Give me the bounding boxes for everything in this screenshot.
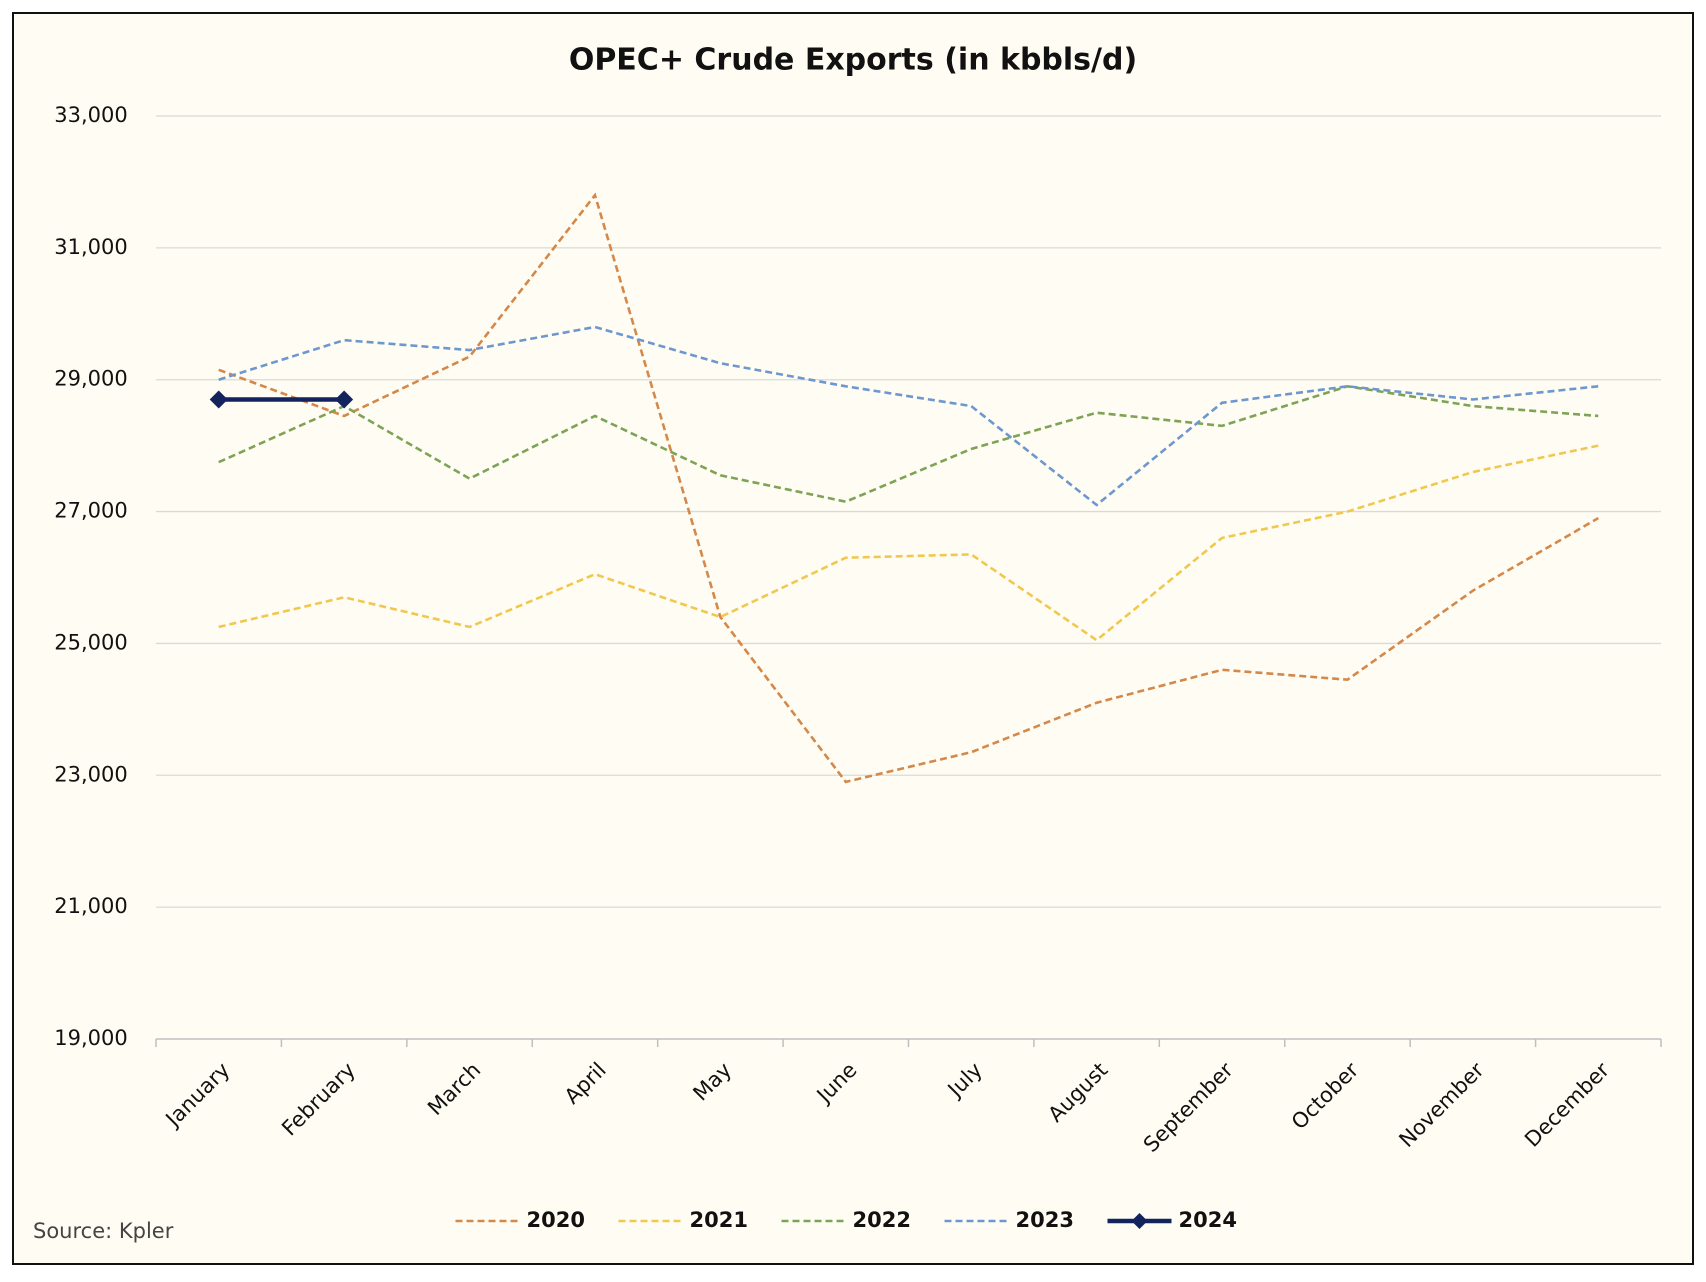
- source-note: Source: Kpler: [33, 1219, 174, 1243]
- y-tick-label: 25,000: [54, 630, 127, 654]
- y-tick-label: 33,000: [54, 103, 127, 127]
- legend-marker: [1131, 1213, 1148, 1229]
- point-marker: [335, 390, 354, 409]
- y-tick-label: 19,000: [54, 1026, 127, 1050]
- y-tick-label: 29,000: [54, 367, 127, 391]
- legend-label: 2021: [690, 1208, 748, 1232]
- legend-label: 2023: [1016, 1208, 1074, 1232]
- series-line: [218, 192, 1599, 784]
- legend-label: 2024: [1179, 1208, 1237, 1232]
- legend-label: 2020: [527, 1208, 585, 1232]
- y-tick-label: 21,000: [54, 894, 127, 918]
- chart-title: OPEC+ Crude Exports (in kbbls/d): [569, 43, 1137, 78]
- legend-label: 2022: [853, 1208, 911, 1232]
- y-tick-label: 27,000: [54, 499, 127, 523]
- y-tick-label: 31,000: [54, 235, 127, 259]
- series-line: [218, 325, 1599, 507]
- chart-frame: [12, 12, 1694, 1265]
- series-line: [218, 384, 1599, 504]
- point-marker: [209, 390, 228, 409]
- y-tick-label: 23,000: [54, 762, 127, 786]
- series-line: [218, 444, 1599, 642]
